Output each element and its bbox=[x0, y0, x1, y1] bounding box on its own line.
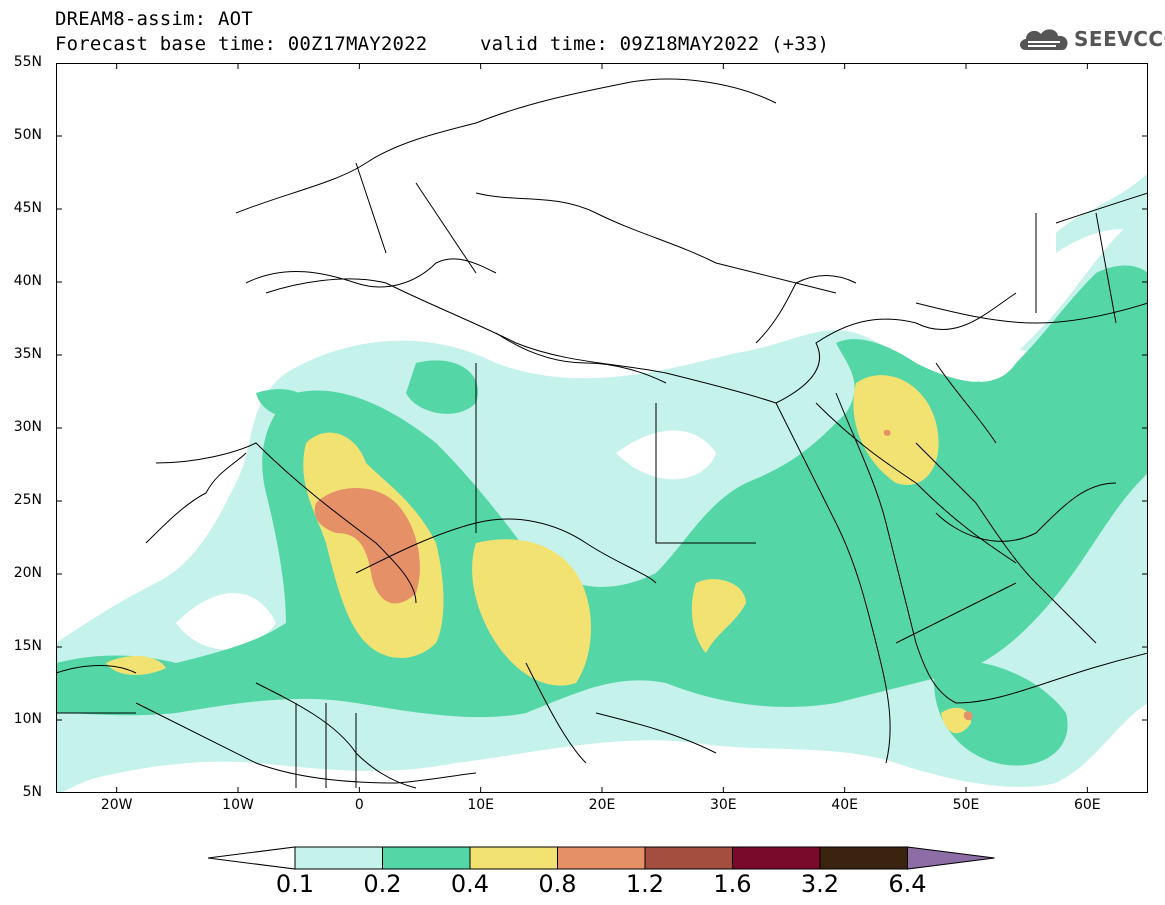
colorbar-segment bbox=[732, 846, 821, 870]
lon-label: 10W bbox=[222, 797, 254, 813]
chart-subtitle: Forecast base time: 00Z17MAY2022 valid ti… bbox=[55, 33, 829, 55]
cloud-icon bbox=[1020, 29, 1068, 50]
logo-text: SEEVCCC bbox=[1074, 27, 1165, 51]
lat-label: 25N bbox=[13, 492, 42, 508]
colorbar bbox=[207, 843, 998, 877]
aot-shading bbox=[56, 173, 1148, 793]
lat-label: 55N bbox=[13, 54, 42, 70]
aot-map bbox=[55, 62, 1149, 794]
lon-label: 50E bbox=[952, 797, 980, 813]
colorbar-label: 0.2 bbox=[363, 870, 402, 898]
chart-title: DREAM8-assim: AOT bbox=[55, 8, 253, 30]
lon-label: 20W bbox=[100, 797, 133, 813]
coastlines bbox=[135, 192, 1149, 784]
colorbar-label: 6.4 bbox=[888, 870, 927, 898]
colorbar-segment bbox=[557, 846, 646, 870]
colorbar-label: 1.2 bbox=[625, 870, 665, 898]
lon-label: 30E bbox=[709, 797, 737, 813]
lon-label: 0 bbox=[354, 797, 364, 813]
lon-label: 20E bbox=[588, 797, 616, 813]
country-borders bbox=[55, 78, 1117, 789]
lat-label: 5N bbox=[22, 784, 42, 800]
valid-time: valid time: 09Z18MAY2022 (+33) bbox=[480, 33, 830, 55]
colorbar-segment bbox=[819, 846, 908, 870]
colorbar-label: 0.4 bbox=[450, 870, 490, 898]
lon-label: 60E bbox=[1073, 797, 1101, 813]
base-time: Forecast base time: 00Z17MAY2022 bbox=[55, 33, 428, 55]
lat-label: 20N bbox=[13, 565, 42, 581]
lat-label: 40N bbox=[13, 273, 42, 289]
colorbar-below-triangle bbox=[207, 846, 296, 870]
colorbar-segment bbox=[382, 846, 471, 870]
colorbar-label: 0.1 bbox=[275, 870, 315, 898]
seevccc-logo: SEEVCCC bbox=[1016, 22, 1165, 56]
lat-label: 50N bbox=[13, 127, 42, 143]
lat-label: 15N bbox=[13, 638, 42, 654]
colorbar-segment bbox=[644, 846, 733, 870]
lat-label: 30N bbox=[13, 419, 42, 435]
lon-label: 10E bbox=[467, 797, 494, 813]
lat-label: 10N bbox=[13, 711, 42, 727]
lat-label: 35N bbox=[13, 346, 42, 362]
colorbar-label: 0.8 bbox=[538, 870, 577, 898]
colorbar-above-triangle bbox=[907, 846, 995, 870]
colorbar-segment bbox=[294, 846, 383, 870]
map-panel bbox=[55, 62, 1149, 794]
lat-label: 45N bbox=[13, 200, 42, 216]
colorbar-segment bbox=[469, 846, 558, 870]
lon-label: 40E bbox=[831, 797, 858, 813]
colorbar-label: 1.6 bbox=[713, 870, 752, 898]
colorbar-label: 3.2 bbox=[800, 870, 840, 898]
